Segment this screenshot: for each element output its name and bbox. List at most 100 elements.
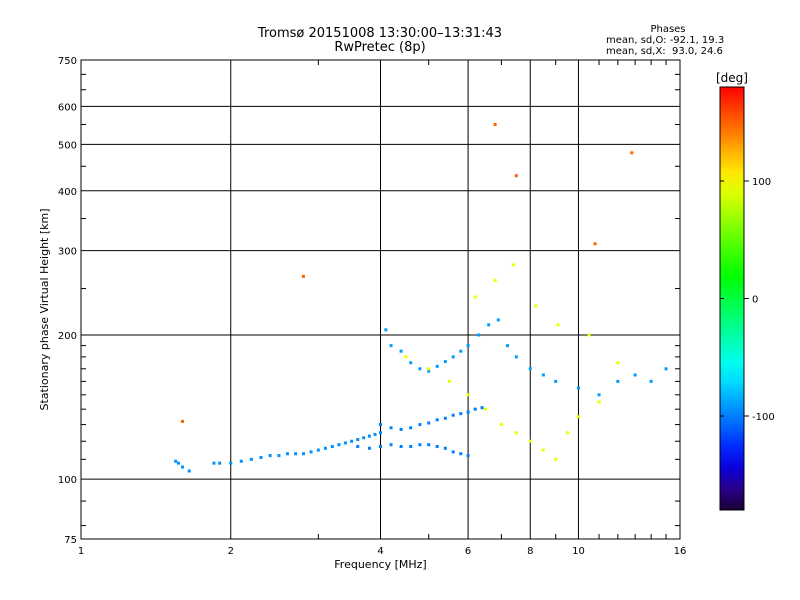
data-point (399, 444, 403, 448)
data-point (379, 431, 382, 435)
data-point (212, 461, 216, 465)
data-point (367, 446, 371, 450)
data-point (259, 455, 263, 459)
data-point (466, 344, 470, 348)
data-point (514, 355, 518, 359)
data-point (249, 457, 253, 461)
phase-stats-title: Phases (650, 24, 686, 35)
x-tick-label: 10 (572, 546, 585, 557)
data-point (528, 367, 532, 371)
data-point (554, 379, 558, 383)
data-point (466, 410, 470, 414)
data-point (330, 444, 334, 448)
y-tick-label: 75 (64, 535, 77, 546)
data-point (451, 450, 455, 454)
data-point (534, 304, 538, 308)
data-point (350, 439, 354, 443)
data-point (597, 400, 601, 404)
colorbar-tick-label: 100 (752, 177, 771, 188)
data-point (511, 263, 515, 267)
data-point (301, 274, 305, 278)
data-point (447, 379, 451, 383)
data-point (473, 407, 477, 411)
data-point (459, 452, 463, 456)
data-point (356, 438, 360, 442)
data-point (389, 426, 393, 430)
y-tick-label: 600 (58, 102, 77, 113)
axes: 1 2 4 6 8 10 16 75 100 200 300 400 500 600 750 Frequenc… (38, 56, 686, 571)
data-point (435, 364, 439, 368)
data-point (356, 444, 360, 448)
data-point (435, 444, 439, 448)
data-point (493, 123, 497, 127)
data-point (633, 373, 637, 377)
colorbar: -100 0 100 [deg] (716, 71, 775, 511)
phase-stats-x: mean, sd,X: 93.0, 24.6 (606, 46, 723, 57)
colorbar-label: [deg] (716, 71, 748, 85)
x-axis-label: Frequency [MHz] (334, 558, 426, 571)
data-point (505, 344, 509, 348)
data-point (309, 450, 313, 454)
data-point (285, 452, 289, 456)
data-point (379, 423, 382, 427)
data-point (301, 452, 305, 456)
data-point (587, 333, 591, 337)
data-point (343, 441, 347, 445)
data-point (466, 393, 470, 397)
y-tick-label: 400 (58, 187, 77, 198)
data-point (649, 379, 653, 383)
data-point (181, 465, 185, 469)
phase-stats-o: mean, sd,O: -92.1, 19.3 (606, 35, 725, 46)
y-tick-label: 300 (58, 247, 77, 258)
data-point (435, 418, 439, 422)
data-point (409, 444, 413, 448)
data-point (176, 461, 180, 465)
data-point (554, 457, 558, 461)
data-point (528, 439, 532, 443)
data-point (459, 412, 463, 416)
chart-subtitle: RwPretec (8p) (334, 40, 426, 55)
data-point (389, 443, 393, 447)
data-point (218, 461, 222, 465)
data-point (477, 333, 481, 337)
data-point (404, 355, 408, 359)
data-point (409, 361, 413, 365)
data-point (443, 446, 447, 450)
data-point (418, 443, 422, 447)
data-point (514, 174, 518, 178)
data-point (373, 432, 377, 436)
data-point (616, 379, 620, 383)
y-tick-label: 100 (58, 475, 77, 486)
data-point (493, 278, 497, 282)
data-point (541, 448, 545, 452)
data-point (496, 318, 500, 322)
x-tick-label: 6 (465, 546, 471, 557)
data-point (367, 434, 371, 438)
data-point (389, 344, 393, 348)
data-point (616, 361, 620, 365)
data-point (630, 151, 634, 155)
data-point (576, 415, 580, 419)
data-point (443, 416, 447, 420)
y-tick-label: 200 (58, 331, 77, 342)
x-tick-label: 4 (377, 546, 383, 557)
data-point (174, 459, 178, 463)
data-point (565, 431, 569, 435)
data-point (597, 393, 601, 397)
data-point (239, 459, 243, 463)
data-point (418, 367, 422, 371)
data-point (451, 413, 455, 417)
data-point (323, 446, 327, 450)
data-point (459, 349, 463, 353)
data-point (384, 328, 388, 332)
data-point (399, 427, 403, 431)
data-point (541, 373, 545, 377)
x-tick-label: 16 (674, 546, 687, 557)
data-point (593, 242, 597, 246)
data-point (418, 423, 422, 427)
plot-area (80, 59, 681, 540)
y-tick-label: 750 (58, 56, 77, 67)
x-tick-label: 2 (228, 546, 234, 557)
data-point (187, 469, 191, 473)
